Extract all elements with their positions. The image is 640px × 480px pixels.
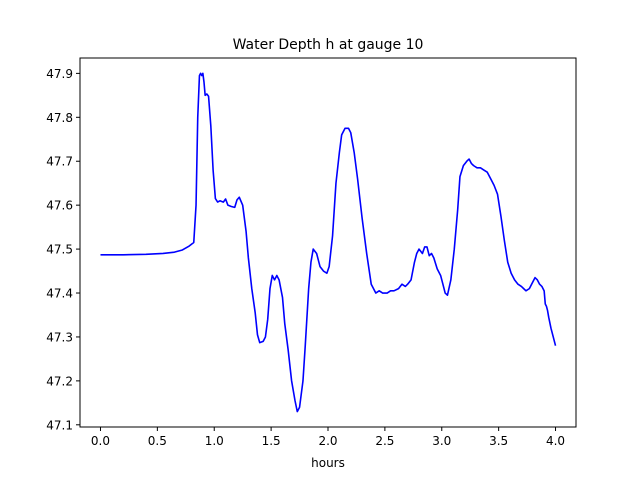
y-tick-label: 47.2: [46, 374, 73, 388]
y-tick-label: 47.6: [46, 199, 73, 213]
plot-layer: [100, 72, 557, 413]
y-tick-label: 47.1: [46, 418, 73, 432]
y-tick-label: 47.9: [46, 67, 73, 81]
x-tick-label: 3.5: [489, 434, 508, 448]
x-tick-label: 4.0: [546, 434, 565, 448]
x-axis: 0.0 0.5 1.0 1.5 2.0 2.5 3.0 3.5 4.0: [91, 427, 565, 448]
x-tick-label: 0.5: [148, 434, 167, 448]
x-tick-label: 2.0: [318, 434, 337, 448]
x-tick-label: 2.5: [375, 434, 394, 448]
x-tick-label: 3.0: [432, 434, 451, 448]
y-tick-label: 47.3: [46, 330, 73, 344]
y-tick-label: 47.8: [46, 111, 73, 125]
x-tick-label: 0.0: [91, 434, 110, 448]
y-tick-label: 47.4: [46, 287, 73, 301]
chart-title: Water Depth h at gauge 10: [233, 37, 424, 53]
x-axis-label: hours: [311, 456, 345, 470]
y-tick-label: 47.7: [46, 155, 73, 169]
x-tick-label: 1.0: [205, 434, 224, 448]
y-tick-label: 47.5: [46, 243, 73, 257]
x-tick-label: 1.5: [262, 434, 281, 448]
series-line-0: [100, 72, 557, 413]
y-axis: 47.1 47.2 47.3 47.4 47.5 47.6 47.7 47.8 47.9: [46, 67, 80, 432]
